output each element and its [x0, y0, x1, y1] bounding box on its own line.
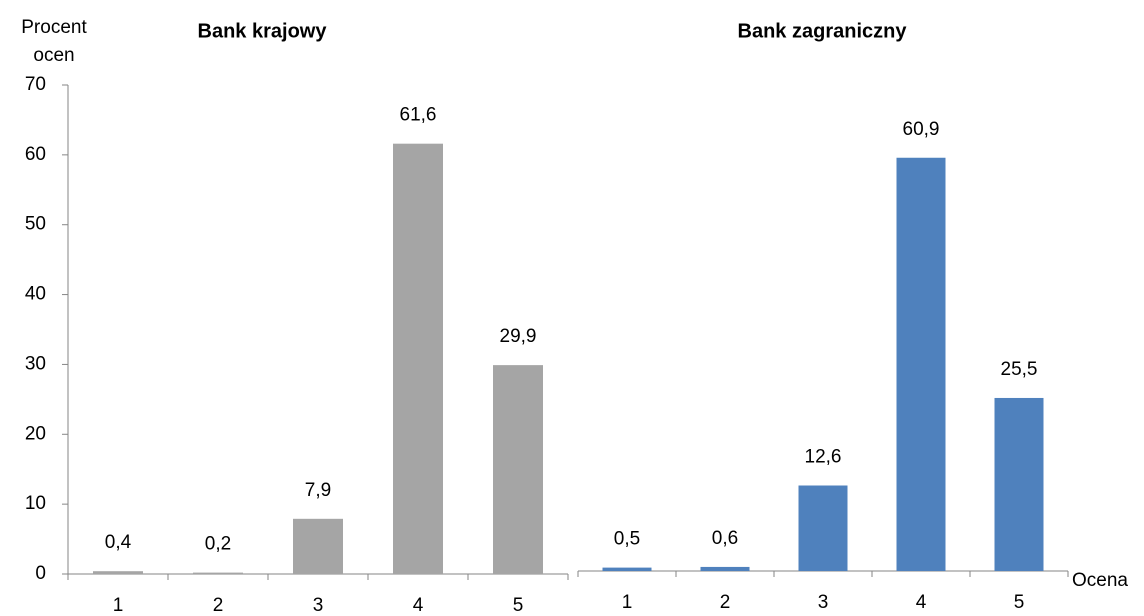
- bar: [994, 397, 1044, 571]
- value-label: 60,9: [903, 119, 940, 140]
- value-label: 0,5: [614, 529, 640, 550]
- bar: [493, 365, 543, 574]
- x-tick-label: 2: [720, 592, 731, 613]
- bar: [293, 518, 343, 574]
- value-label: 25,5: [1001, 359, 1038, 380]
- bar: [193, 572, 243, 574]
- value-label: 0,4: [105, 532, 132, 553]
- y-tick-label: 50: [25, 214, 46, 235]
- bar: [896, 157, 946, 571]
- y-axis-label: Procent ocen: [21, 17, 87, 66]
- value-label: 29,9: [500, 326, 537, 347]
- bar: [602, 567, 652, 571]
- bar: [798, 485, 848, 571]
- y-tick-label: 20: [25, 423, 46, 444]
- chart-title: Bank krajowy: [198, 20, 328, 42]
- bar: [93, 571, 143, 574]
- bar: [700, 566, 750, 571]
- y-tick-label: 10: [25, 493, 46, 514]
- y-tick-label: 30: [25, 353, 46, 374]
- x-tick-label: 3: [818, 592, 829, 613]
- y-tick-label: 70: [25, 74, 46, 95]
- y-tick-label: 0: [35, 563, 46, 584]
- x-axis-label: Ocena: [1072, 570, 1128, 591]
- x-tick-label: 5: [1014, 592, 1025, 613]
- value-label: 0,6: [712, 528, 738, 549]
- value-label: 61,6: [400, 105, 437, 126]
- bar: [393, 143, 443, 574]
- y-tick-label: 60: [25, 144, 46, 165]
- x-tick-label: 1: [622, 592, 633, 613]
- value-label: 7,9: [305, 480, 331, 501]
- x-tick-label: 2: [213, 595, 224, 616]
- y-tick-label: 40: [25, 284, 46, 305]
- x-tick-label: 3: [313, 595, 324, 616]
- chart-title: Bank zagraniczny: [738, 20, 908, 42]
- x-tick-label: 1: [113, 595, 124, 616]
- value-label: 12,6: [805, 447, 842, 468]
- x-tick-label: 4: [413, 595, 424, 616]
- x-tick-label: 4: [916, 592, 927, 613]
- value-label: 0,2: [205, 534, 231, 555]
- x-tick-label: 5: [513, 595, 524, 616]
